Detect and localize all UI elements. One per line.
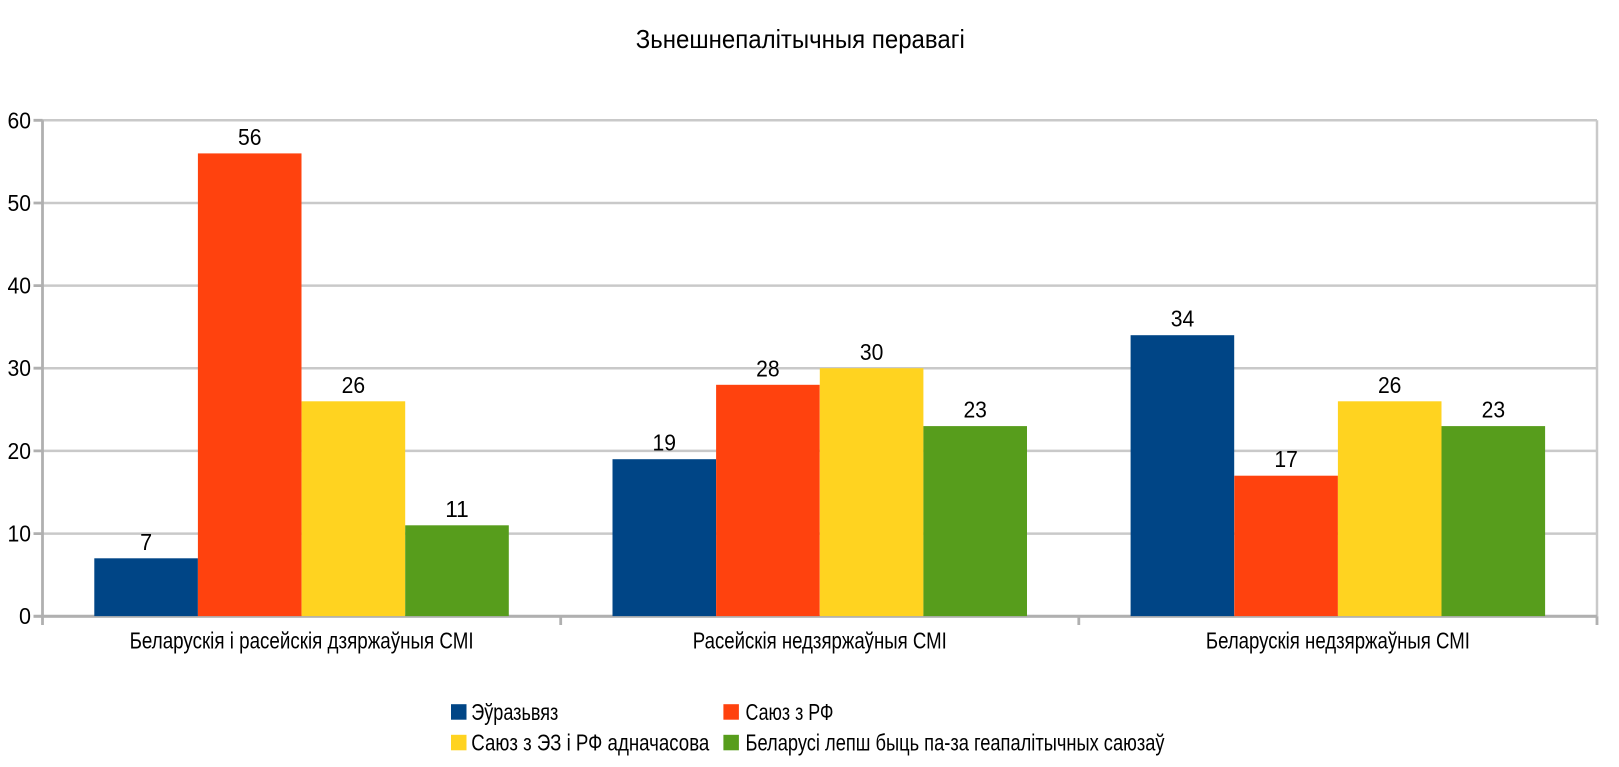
- svg-text:Эўразьвяз: Эўразьвяз: [471, 699, 558, 725]
- svg-text:23: 23: [963, 397, 987, 423]
- svg-text:30: 30: [8, 355, 32, 381]
- svg-text:56: 56: [238, 124, 262, 150]
- svg-text:Зьнешнепалітычныя перавагі: Зьнешнепалітычныя перавагі: [636, 24, 965, 54]
- svg-text:Беларускія і расейскія дзяржаў: Беларускія і расейскія дзяржаўныя СМІ: [130, 628, 474, 654]
- svg-text:Саюз з РФ: Саюз з РФ: [746, 699, 834, 725]
- svg-text:60: 60: [8, 107, 32, 133]
- svg-text:34: 34: [1171, 306, 1195, 332]
- svg-text:20: 20: [8, 438, 32, 464]
- svg-text:0: 0: [19, 603, 31, 629]
- svg-text:10: 10: [8, 521, 32, 547]
- svg-text:40: 40: [8, 273, 32, 299]
- svg-text:23: 23: [1482, 397, 1506, 423]
- svg-text:Беларускія недзяржаўныя СМІ: Беларускія недзяржаўныя СМІ: [1206, 628, 1470, 654]
- svg-text:30: 30: [860, 339, 884, 365]
- svg-text:50: 50: [8, 190, 32, 216]
- svg-text:Беларусі лепш быць па-за геапа: Беларусі лепш быць па-за геапалітычных с…: [746, 730, 1165, 756]
- svg-text:Расейскія недзяржаўныя СМІ: Расейскія недзяржаўныя СМІ: [693, 628, 947, 654]
- svg-text:7: 7: [140, 529, 152, 555]
- svg-text:28: 28: [756, 355, 780, 381]
- svg-text:26: 26: [1378, 372, 1402, 398]
- svg-text:Саюз з ЭЗ і РФ адначасова: Саюз з ЭЗ і РФ адначасова: [471, 730, 709, 756]
- svg-text:11: 11: [445, 496, 469, 522]
- svg-text:26: 26: [342, 372, 366, 398]
- svg-text:19: 19: [653, 430, 677, 456]
- svg-text:17: 17: [1274, 446, 1298, 472]
